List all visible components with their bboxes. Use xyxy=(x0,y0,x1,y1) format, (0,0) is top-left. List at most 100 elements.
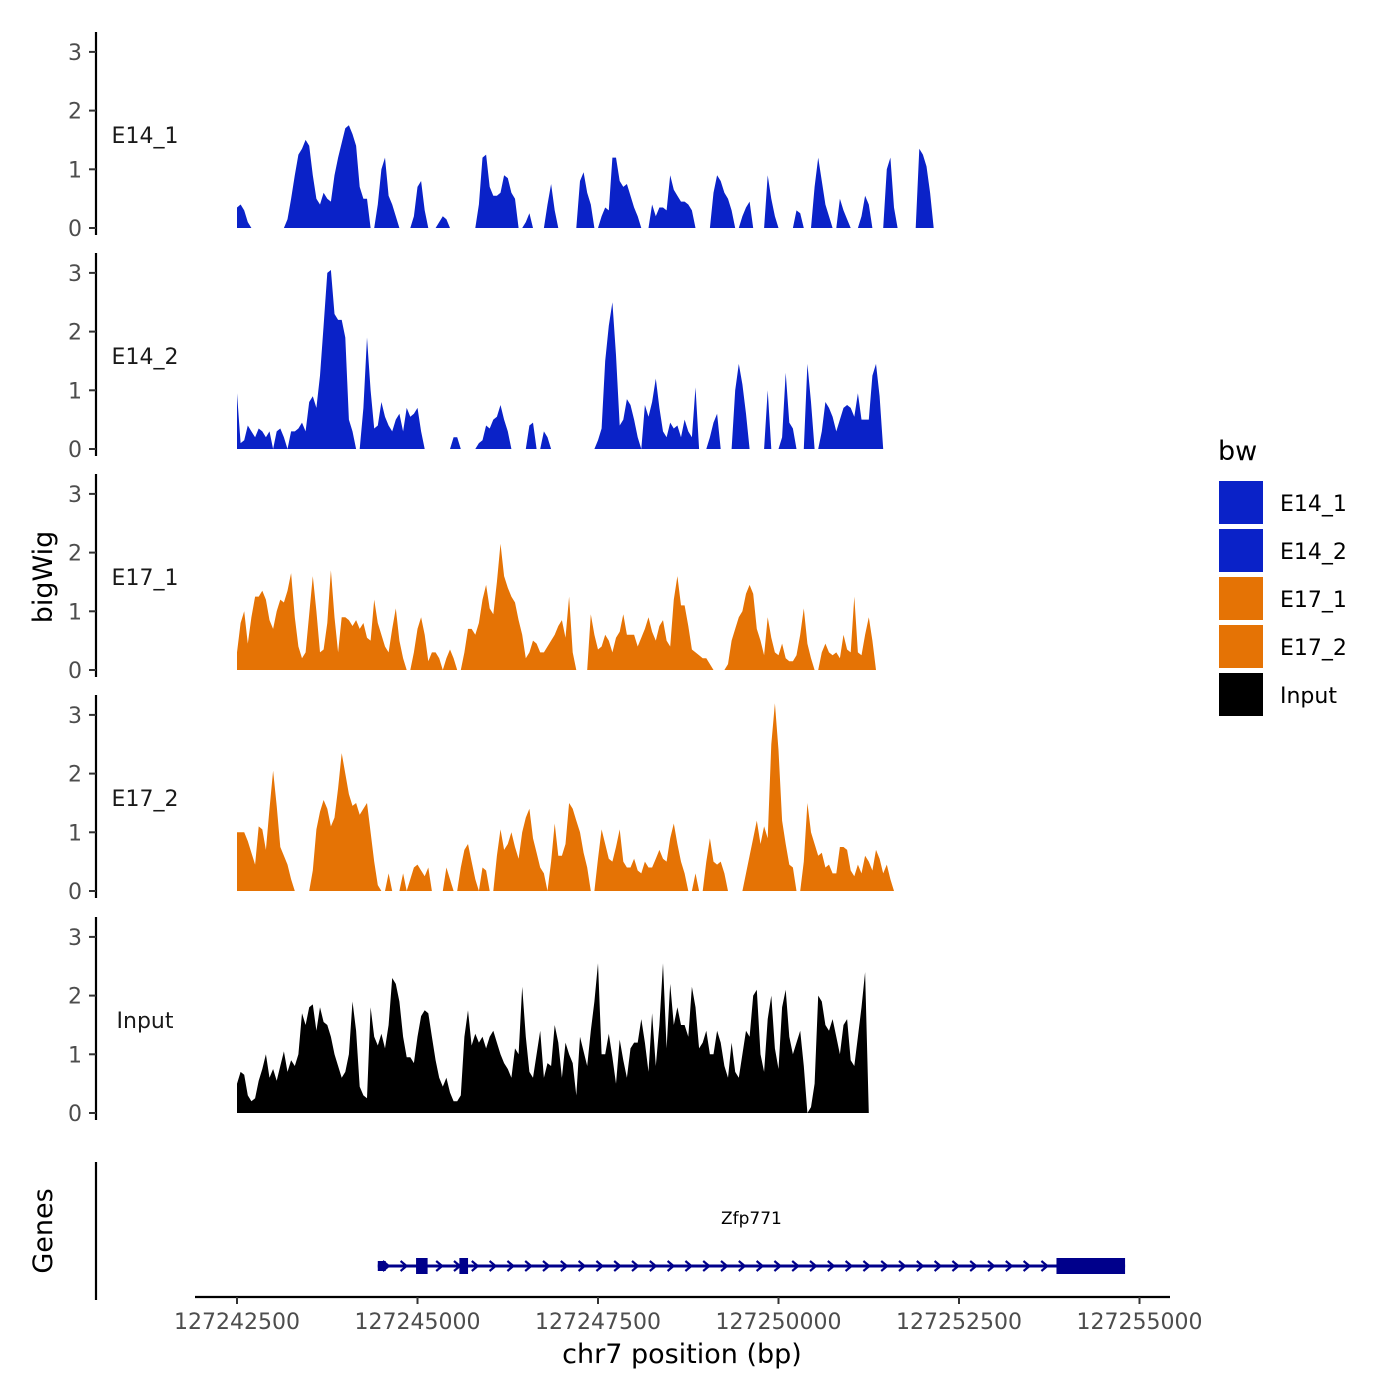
track-E14_2: 0 1 2 3 E14_2 xyxy=(68,253,931,463)
legend-label-E14_1: E14_1 xyxy=(1280,492,1347,517)
x-ticks: 127242500 127245000 127247500 127250000 1272… xyxy=(174,1297,1202,1335)
y-tick-label-E17_1-3: 3 xyxy=(68,483,82,508)
strand-arrow xyxy=(827,1260,836,1272)
strand-arrow xyxy=(702,1260,711,1272)
signal-area-E14_2 xyxy=(237,270,931,449)
y-axis-title: bigWig xyxy=(28,531,59,624)
track-label-E17_1: E17_1 xyxy=(112,566,179,591)
y-tick-label-E17_2-1: 1 xyxy=(68,821,82,846)
legend-item-E17_1: E17_1 xyxy=(1219,577,1347,620)
strand-arrow xyxy=(969,1260,978,1272)
y-tick-label-E14_1-2: 2 xyxy=(68,100,82,125)
gene-name-Zfp771: Zfp771 xyxy=(721,1209,782,1229)
x-tick-label-127247500: 127247500 xyxy=(535,1310,661,1335)
strand-arrow xyxy=(951,1260,961,1272)
y-tick-label-E14_2-3: 3 xyxy=(68,262,82,287)
legend-items: E14_1 E14_2 E17_1 E17_2 Input xyxy=(1219,481,1347,716)
strand-arrow xyxy=(738,1260,747,1272)
strand-arrow xyxy=(987,1260,996,1272)
signal-area-E17_1 xyxy=(237,543,891,670)
y-tick-label-E17_2-3: 3 xyxy=(68,704,82,729)
strand-arrow xyxy=(399,1260,409,1272)
y-tick-label-E17_1-1: 1 xyxy=(68,600,82,625)
track-E17_2: 0 1 2 3 E17_2 xyxy=(68,695,923,905)
y-tick-label-Input-2: 2 xyxy=(68,985,82,1010)
signal-area-E17_2 xyxy=(237,703,923,891)
exon-Zfp771-2 xyxy=(416,1258,428,1274)
y-tick-label-E17_2-0: 0 xyxy=(68,880,82,905)
genes-axis-title: Genes xyxy=(28,1188,59,1273)
y-tick-label-E17_1-2: 2 xyxy=(68,542,82,567)
strand-arrow xyxy=(435,1260,444,1272)
y-tick-label-Input-0: 0 xyxy=(68,1102,82,1127)
strand-arrow xyxy=(524,1260,533,1272)
strand-arrow xyxy=(560,1260,569,1272)
legend-item-E14_1: E14_1 xyxy=(1219,481,1347,524)
strand-arrow xyxy=(773,1260,783,1272)
track-E14_1: 0 1 2 3 E14_1 xyxy=(68,32,952,242)
y-tick-label-E14_1-1: 1 xyxy=(68,158,82,183)
track-label-E17_2: E17_2 xyxy=(112,787,179,812)
legend-item-Input: Input xyxy=(1219,673,1337,716)
y-tick-label-Input-1: 1 xyxy=(68,1043,82,1068)
y-tick-label-E14_2-2: 2 xyxy=(68,321,82,346)
x-tick-label-127245000: 127245000 xyxy=(355,1310,481,1335)
strand-arrow xyxy=(720,1260,729,1272)
track-label-Input: Input xyxy=(117,1009,174,1034)
legend-swatch-E17_1 xyxy=(1219,577,1263,620)
track-label-E14_1: E14_1 xyxy=(112,124,179,149)
strand-arrow xyxy=(666,1260,676,1272)
legend: bw E14_1 E14_2 E17_1 E17_2 Input xyxy=(1218,436,1347,716)
y-tick-label-E17_2-2: 2 xyxy=(68,763,82,788)
y-tick-label-E14_1-3: 3 xyxy=(68,41,82,66)
exon-Zfp771-3 xyxy=(459,1258,469,1274)
strand-arrow xyxy=(916,1260,925,1272)
exon-Zfp771-1 xyxy=(377,1261,386,1271)
x-tick-label-127255000: 127255000 xyxy=(1077,1310,1203,1335)
y-tick-label-E17_1-0: 0 xyxy=(68,659,82,684)
track-E17_1: 0 1 2 3 E17_1 xyxy=(68,474,891,684)
strand-arrow xyxy=(471,1260,480,1272)
legend-swatch-E17_2 xyxy=(1219,625,1263,668)
strand-arrow xyxy=(898,1260,907,1272)
y-tick-label-E14_2-0: 0 xyxy=(68,438,82,463)
strand-arrow xyxy=(506,1260,516,1272)
y-tick-label-Input-3: 3 xyxy=(68,926,82,951)
signal-area-Input xyxy=(237,963,909,1113)
legend-swatch-Input xyxy=(1219,673,1263,716)
strand-arrows-Zfp771 xyxy=(382,1260,1121,1272)
strand-arrow xyxy=(595,1260,605,1272)
x-tick-label-127242500: 127242500 xyxy=(174,1310,300,1335)
track-Input: 0 1 2 3 Input xyxy=(68,917,909,1127)
signal-area-E14_1 xyxy=(237,125,952,228)
strand-arrow xyxy=(933,1260,943,1272)
strand-arrow xyxy=(542,1260,551,1272)
strand-arrow xyxy=(791,1260,800,1272)
legend-label-E17_2: E17_2 xyxy=(1280,636,1347,661)
strand-arrow xyxy=(577,1260,587,1272)
legend-item-E17_2: E17_2 xyxy=(1219,625,1347,668)
legend-label-Input: Input xyxy=(1280,684,1337,709)
legend-item-E14_2: E14_2 xyxy=(1219,529,1347,572)
legend-label-E14_2: E14_2 xyxy=(1280,540,1347,565)
y-tick-label-E14_1-0: 0 xyxy=(68,217,82,242)
signal-tracks: 0 1 2 3 E14_1 0 1 2 3 E14_2 0 1 2 3 E17_1 0 1 2 3 E17_2 0 1 2 3… xyxy=(68,32,952,1127)
strand-arrow xyxy=(1022,1260,1032,1272)
legend-label-E17_1: E17_1 xyxy=(1280,588,1347,613)
exon-Zfp771-4 xyxy=(1056,1258,1126,1274)
strand-arrow xyxy=(649,1260,658,1272)
strand-arrow xyxy=(880,1260,889,1272)
x-axis: 127242500 127245000 127247500 127250000 1272… xyxy=(174,1295,1202,1370)
strand-arrow xyxy=(862,1260,872,1272)
gene-Zfp771: Zfp771 xyxy=(377,1209,1126,1274)
strand-arrow xyxy=(631,1260,640,1272)
legend-swatch-E14_2 xyxy=(1219,529,1263,572)
strand-arrow xyxy=(1005,1260,1014,1272)
y-tick-label-E14_2-1: 1 xyxy=(68,379,82,404)
strand-arrow xyxy=(809,1260,818,1272)
legend-title: bw xyxy=(1218,436,1257,467)
gene-models: Zfp771 xyxy=(377,1209,1126,1274)
strand-arrow xyxy=(755,1260,765,1272)
strand-arrow xyxy=(488,1260,498,1272)
